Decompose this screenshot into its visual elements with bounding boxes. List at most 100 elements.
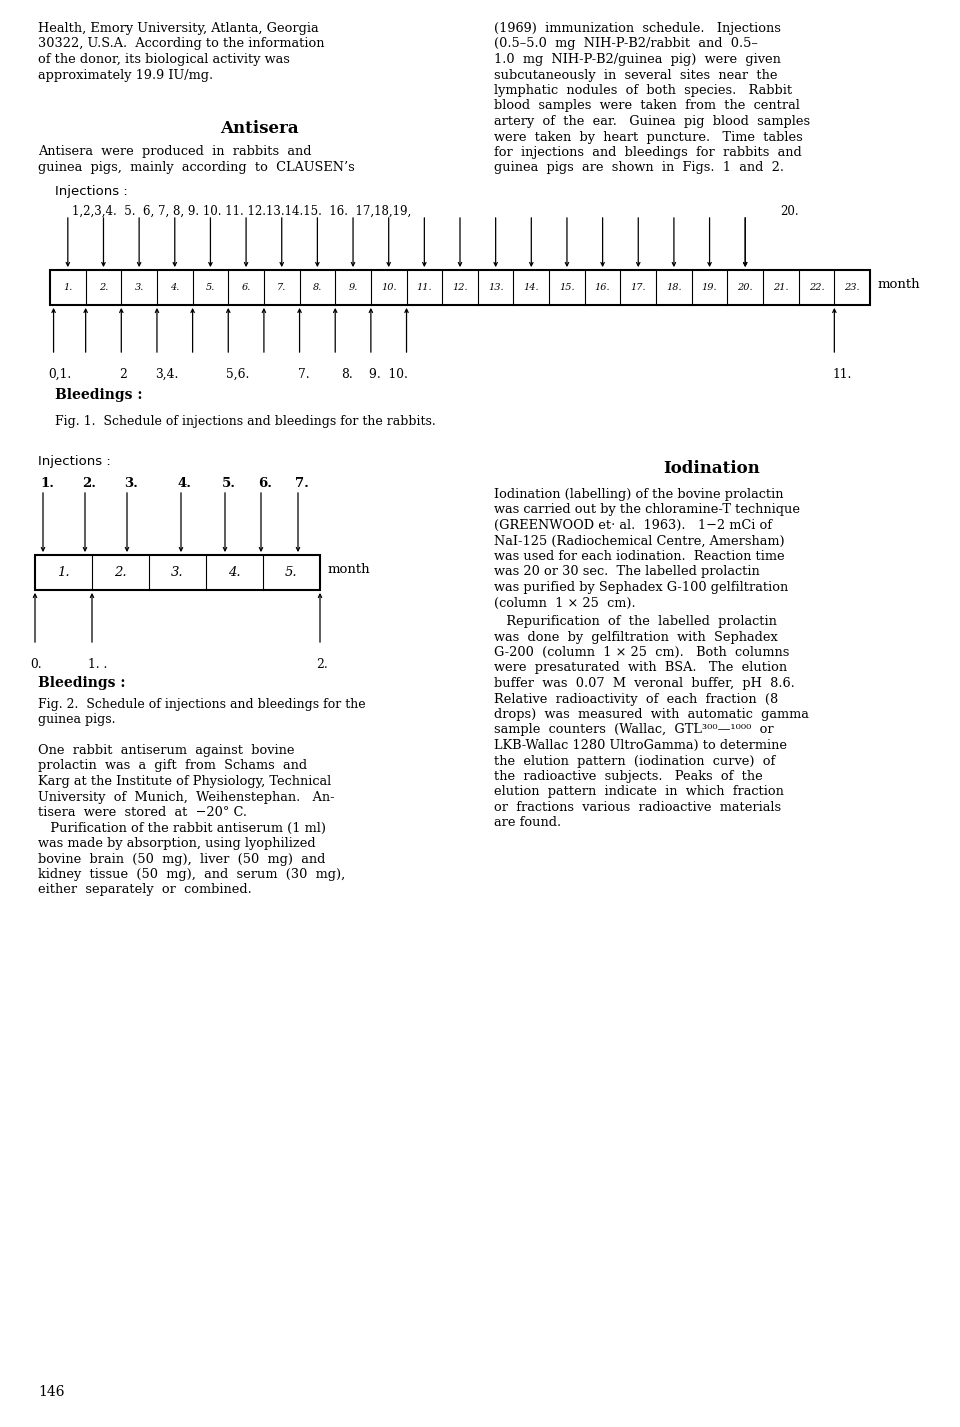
- Text: 8.: 8.: [341, 368, 353, 381]
- Text: was purified by Sephadex G-100 gelfiltration: was purified by Sephadex G-100 gelfiltra…: [494, 581, 788, 594]
- Text: 2.: 2.: [99, 283, 108, 293]
- Text: Antisera  were  produced  in  rabbits  and: Antisera were produced in rabbits and: [38, 146, 311, 158]
- Text: 3.: 3.: [124, 477, 138, 489]
- Text: Health, Emory University, Atlanta, Georgia: Health, Emory University, Atlanta, Georg…: [38, 21, 319, 36]
- Text: was 20 or 30 sec.  The labelled prolactin: was 20 or 30 sec. The labelled prolactin: [494, 565, 759, 578]
- Text: Fig. 2.  Schedule of injections and bleedings for the: Fig. 2. Schedule of injections and bleed…: [38, 698, 366, 711]
- Text: 19.: 19.: [702, 283, 717, 293]
- Text: was  done  by  gelfiltration  with  Sephadex: was done by gelfiltration with Sephadex: [494, 631, 778, 644]
- Text: 21.: 21.: [773, 283, 789, 293]
- Text: LKB-Wallac 1280 UltroGamma) to determine: LKB-Wallac 1280 UltroGamma) to determine: [494, 739, 787, 752]
- Text: Iodination: Iodination: [663, 459, 760, 477]
- Text: (column  1 × 25  cm).: (column 1 × 25 cm).: [494, 596, 636, 609]
- Text: 1. .: 1. .: [88, 658, 108, 671]
- Text: month: month: [878, 278, 921, 291]
- Text: 1,2,3,4.  5.  6, 7, 8, 9. 10. 11. 12.13.14.15.  16.  17,18,19,: 1,2,3,4. 5. 6, 7, 8, 9. 10. 11. 12.13.14…: [72, 205, 411, 218]
- Text: 16.: 16.: [595, 283, 611, 293]
- Text: 1.0  mg  NIH-P-B2/guinea  pig)  were  given: 1.0 mg NIH-P-B2/guinea pig) were given: [494, 53, 780, 66]
- Text: 2.: 2.: [82, 477, 96, 489]
- Text: artery  of  the  ear.   Guinea  pig  blood  samples: artery of the ear. Guinea pig blood samp…: [494, 116, 810, 128]
- Text: 7.: 7.: [295, 477, 309, 489]
- Text: was made by absorption, using lyophilized: was made by absorption, using lyophilize…: [38, 838, 316, 850]
- Text: 10.: 10.: [381, 283, 396, 293]
- Text: 3.: 3.: [134, 283, 144, 293]
- Text: Bleedings :: Bleedings :: [55, 388, 142, 402]
- Text: month: month: [328, 564, 371, 577]
- Text: 14.: 14.: [523, 283, 540, 293]
- Text: for  injections  and  bleedings  for  rabbits  and: for injections and bleedings for rabbits…: [494, 146, 802, 158]
- Text: Iodination (labelling) of the bovine prolactin: Iodination (labelling) of the bovine pro…: [494, 488, 783, 501]
- Text: 20.: 20.: [780, 205, 799, 218]
- Text: 4.: 4.: [228, 567, 241, 579]
- Text: 23.: 23.: [845, 283, 860, 293]
- Text: subcutaneously  in  several  sites  near  the: subcutaneously in several sites near the: [494, 68, 778, 81]
- Text: 4.: 4.: [170, 283, 180, 293]
- Text: 12.: 12.: [452, 283, 468, 293]
- Text: 9.  10.: 9. 10.: [369, 368, 408, 381]
- Text: 146: 146: [38, 1386, 64, 1398]
- Text: Relative  radioactivity  of  each  fraction  (8: Relative radioactivity of each fraction …: [494, 692, 779, 705]
- Text: the  elution  pattern  (iodination  curve)  of: the elution pattern (iodination curve) o…: [494, 755, 776, 768]
- Text: 18.: 18.: [666, 283, 682, 293]
- Text: guinea  pigs,  mainly  according  to  CLAUSEN’s: guinea pigs, mainly according to CLAUSEN…: [38, 160, 355, 174]
- Text: NaI-125 (Radiochemical Centre, Amersham): NaI-125 (Radiochemical Centre, Amersham): [494, 535, 784, 548]
- Text: bovine  brain  (50  mg),  liver  (50  mg)  and: bovine brain (50 mg), liver (50 mg) and: [38, 852, 325, 866]
- Text: Purification of the rabbit antiserum (1 ml): Purification of the rabbit antiserum (1 …: [38, 822, 326, 835]
- Text: guinea pigs.: guinea pigs.: [38, 714, 115, 726]
- Text: 7.: 7.: [277, 283, 286, 293]
- Text: 22.: 22.: [808, 283, 825, 293]
- Text: 15.: 15.: [559, 283, 575, 293]
- Text: 5,6.: 5,6.: [227, 368, 250, 381]
- Text: 0.: 0.: [30, 658, 41, 671]
- Text: University  of  Munich,  Weihenstephan.   An-: University of Munich, Weihenstephan. An-: [38, 791, 335, 803]
- Text: buffer  was  0.07  M  veronal  buffer,  pH  8.6.: buffer was 0.07 M veronal buffer, pH 8.6…: [494, 676, 795, 691]
- Text: (1969)  immunization  schedule.   Injections: (1969) immunization schedule. Injections: [494, 21, 780, 36]
- Text: 5.: 5.: [222, 477, 236, 489]
- Text: 8.: 8.: [313, 283, 322, 293]
- Text: either  separately  or  combined.: either separately or combined.: [38, 883, 252, 896]
- Text: elution  pattern  indicate  in  which  fraction: elution pattern indicate in which fracti…: [494, 785, 784, 799]
- Text: Bleedings :: Bleedings :: [38, 676, 126, 691]
- Text: prolactin  was  a  gift  from  Schams  and: prolactin was a gift from Schams and: [38, 759, 307, 772]
- Text: 1.: 1.: [63, 283, 73, 293]
- Text: kidney  tissue  (50  mg),  and  serum  (30  mg),: kidney tissue (50 mg), and serum (30 mg)…: [38, 868, 346, 880]
- Text: are found.: are found.: [494, 816, 562, 829]
- Text: One  rabbit  antiserum  against  bovine: One rabbit antiserum against bovine: [38, 743, 295, 756]
- Bar: [35, 555, 320, 589]
- Text: 5.: 5.: [205, 283, 215, 293]
- Text: 11.: 11.: [832, 368, 852, 381]
- Text: was carried out by the chloramine-T technique: was carried out by the chloramine-T tech…: [494, 504, 800, 517]
- Text: 7.: 7.: [298, 368, 309, 381]
- Text: sample  counters  (Wallac,  GTL³⁰⁰—¹⁰⁰⁰  or: sample counters (Wallac, GTL³⁰⁰—¹⁰⁰⁰ or: [494, 723, 774, 736]
- Text: the  radioactive  subjects.   Peaks  of  the: the radioactive subjects. Peaks of the: [494, 771, 763, 783]
- Text: (GREENWOOD et· al.  1963).   1−2 mCi of: (GREENWOOD et· al. 1963). 1−2 mCi of: [494, 519, 772, 532]
- Text: were  presaturated  with  BSA.   The  elution: were presaturated with BSA. The elution: [494, 662, 787, 675]
- Text: 3.: 3.: [171, 567, 183, 579]
- Text: 2.: 2.: [316, 658, 327, 671]
- Text: 0,1.: 0,1.: [48, 368, 71, 381]
- Text: 20.: 20.: [737, 283, 753, 293]
- Text: 6.: 6.: [241, 283, 251, 293]
- Text: (0.5–5.0  mg  NIH-P-B2/rabbit  and  0.5–: (0.5–5.0 mg NIH-P-B2/rabbit and 0.5–: [494, 37, 757, 50]
- Text: 2.: 2.: [114, 567, 127, 579]
- Text: Injections :: Injections :: [38, 455, 110, 468]
- Text: was used for each iodination.  Reaction time: was used for each iodination. Reaction t…: [494, 549, 784, 564]
- Text: 1.: 1.: [58, 567, 70, 579]
- Text: tisera  were  stored  at  −20° C.: tisera were stored at −20° C.: [38, 806, 247, 819]
- Text: 3,4.: 3,4.: [155, 368, 179, 381]
- Text: guinea  pigs  are  shown  in  Figs.  1  and  2.: guinea pigs are shown in Figs. 1 and 2.: [494, 161, 784, 174]
- Text: 17.: 17.: [631, 283, 646, 293]
- Text: Injections :: Injections :: [55, 186, 128, 198]
- Text: 13.: 13.: [488, 283, 503, 293]
- Text: 9.: 9.: [348, 283, 358, 293]
- Text: Antisera: Antisera: [220, 120, 299, 137]
- Text: 5.: 5.: [285, 567, 298, 579]
- Text: Karg at the Institute of Physiology, Technical: Karg at the Institute of Physiology, Tec…: [38, 775, 331, 788]
- Text: 4.: 4.: [178, 477, 192, 489]
- Text: 30322, U.S.A.  According to the information: 30322, U.S.A. According to the informati…: [38, 37, 324, 50]
- Text: 6.: 6.: [258, 477, 272, 489]
- Text: drops)  was  measured  with  automatic  gamma: drops) was measured with automatic gamma: [494, 708, 809, 721]
- Text: approximately 19.9 IU/mg.: approximately 19.9 IU/mg.: [38, 68, 213, 81]
- Text: G-200  (column  1 × 25  cm).   Both  columns: G-200 (column 1 × 25 cm). Both columns: [494, 646, 789, 659]
- Text: lymphatic  nodules  of  both  species.   Rabbit: lymphatic nodules of both species. Rabbi…: [494, 84, 792, 97]
